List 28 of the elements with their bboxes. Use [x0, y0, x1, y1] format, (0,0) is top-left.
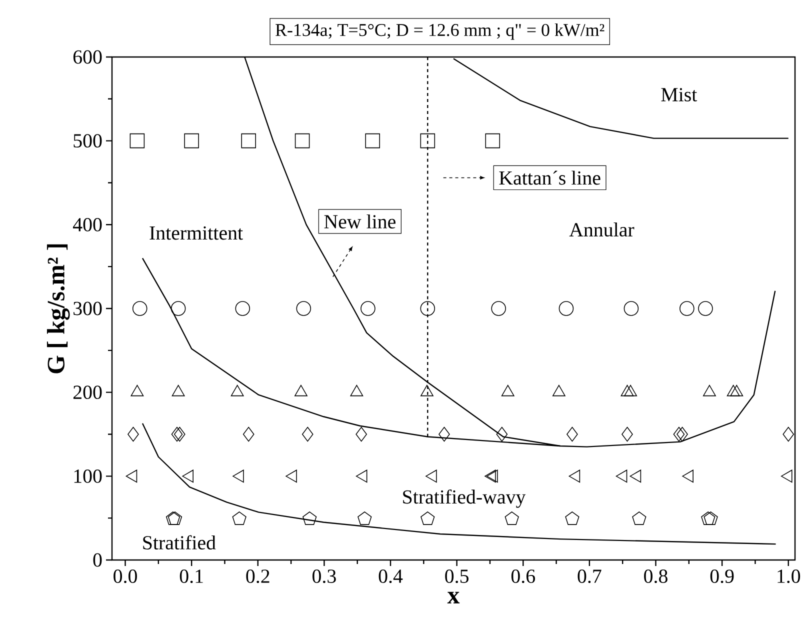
annotation: Intermittent — [150, 226, 243, 240]
y-tick-label: 300 — [74, 302, 102, 316]
x-tick-label: 0.1 — [180, 570, 203, 584]
x-tick-label: 0.5 — [445, 570, 468, 584]
y-tick-label: 600 — [73, 50, 102, 64]
y-tick-label: 0 — [93, 553, 102, 567]
annotation: Annular — [569, 222, 634, 237]
y-tick-label: 400 — [72, 218, 102, 232]
y-tick-label: 100 — [74, 469, 102, 483]
x-tick-label: 1.0 — [778, 570, 800, 584]
x-tick-label: 0.2 — [246, 570, 270, 584]
annotation: New line — [324, 214, 396, 228]
x-tick-label: 0.0 — [114, 570, 137, 584]
x-tick-label: 0.6 — [511, 570, 535, 584]
chart-title: R-134a; T=5°C; D = 12.6 mm ; q" = 0 kW/m² — [276, 23, 604, 40]
annotation: Stratified — [143, 535, 216, 550]
x-tick-label: 0.7 — [578, 570, 602, 584]
x-tick-label: 0.3 — [312, 570, 336, 584]
annotation: Mist — [661, 88, 698, 102]
x-tick-label: 0.8 — [644, 570, 668, 584]
y-tick-label: 200 — [73, 386, 102, 400]
x-tick-label: 0.4 — [378, 570, 403, 584]
y-axis-title: G [ kg/s.m² ] — [46, 244, 70, 374]
x-tick-label: 0.9 — [710, 570, 734, 584]
x-axis-title: x — [447, 592, 460, 604]
annotation: Kattan´s line — [499, 170, 600, 185]
annotation: Stratified-wavy — [403, 489, 526, 508]
y-tick-label: 500 — [74, 134, 102, 148]
